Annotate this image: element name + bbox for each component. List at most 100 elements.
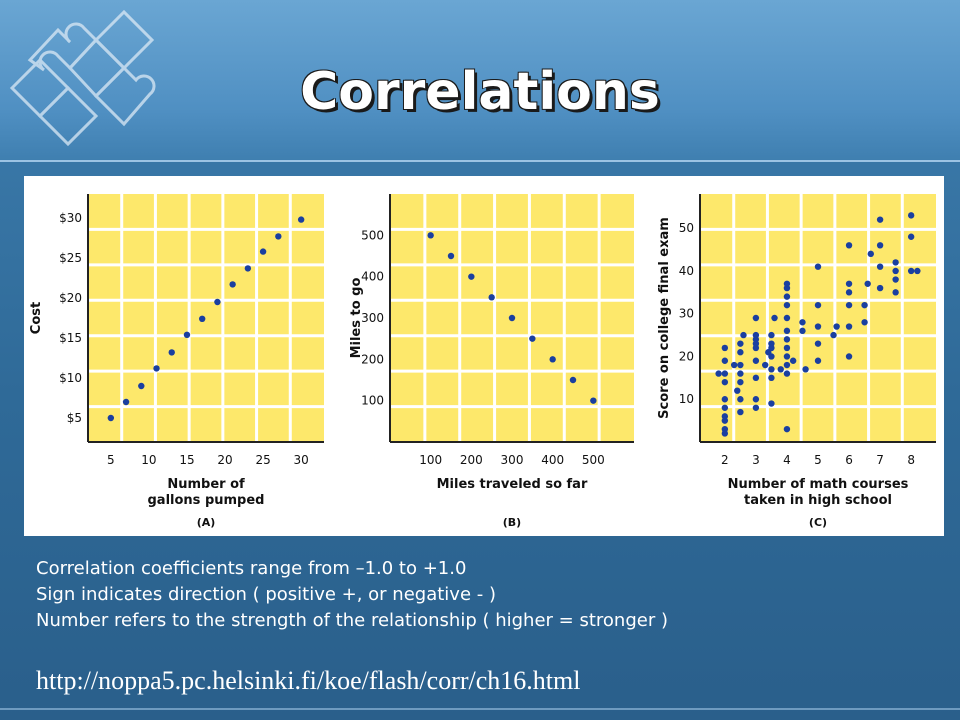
puzzle-pieces-logo bbox=[9, 9, 156, 147]
x-tick-label: 6 bbox=[845, 453, 853, 467]
data-point bbox=[737, 370, 744, 377]
slide-title: Correlations bbox=[300, 62, 660, 122]
x-tick-label: 200 bbox=[460, 453, 483, 467]
data-point bbox=[845, 301, 853, 309]
data-point bbox=[297, 216, 305, 223]
data-point bbox=[814, 263, 822, 270]
x-tick-label: 3 bbox=[752, 453, 760, 467]
data-point bbox=[737, 408, 744, 416]
data-point bbox=[845, 289, 853, 296]
data-point bbox=[907, 212, 915, 219]
data-point bbox=[762, 361, 769, 369]
scatter-figure: 5 10 15 20 25 30 $5 $10 $15 $20 $25 $30 Number of gal… bbox=[24, 176, 944, 536]
x-tick-label: 2 bbox=[721, 453, 729, 467]
x-axis-label: Number of math courses bbox=[728, 477, 909, 492]
y-tick-label: $15 bbox=[59, 331, 82, 345]
data-point bbox=[569, 376, 577, 384]
data-point bbox=[752, 314, 760, 322]
data-point bbox=[168, 349, 175, 356]
data-point bbox=[721, 404, 729, 411]
data-point bbox=[783, 353, 791, 360]
data-point bbox=[721, 413, 729, 420]
data-point bbox=[892, 259, 899, 266]
data-point bbox=[814, 323, 822, 330]
data-point bbox=[783, 314, 791, 322]
data-point bbox=[833, 323, 840, 330]
data-point bbox=[876, 216, 884, 223]
data-point bbox=[721, 378, 729, 386]
data-point bbox=[752, 357, 760, 364]
data-point bbox=[864, 280, 871, 287]
x-axis-label: Miles traveled so far bbox=[437, 477, 588, 492]
footer-divider bbox=[0, 708, 960, 710]
data-point bbox=[783, 361, 791, 369]
y-tick-label: 100 bbox=[361, 394, 384, 408]
x-tick-label: 5 bbox=[107, 453, 115, 467]
data-point bbox=[508, 314, 516, 322]
data-point bbox=[721, 425, 729, 433]
data-point bbox=[814, 301, 822, 309]
data-point bbox=[549, 356, 556, 363]
y-tick-label: 200 bbox=[361, 352, 384, 366]
data-point bbox=[783, 370, 791, 377]
data-point bbox=[861, 301, 868, 309]
source-url[interactable]: http://noppa5.pc.helsinki.fi/koe/flash/c… bbox=[36, 666, 581, 695]
data-point bbox=[768, 353, 775, 360]
x-tick-label: 4 bbox=[783, 453, 791, 467]
data-point bbox=[153, 365, 160, 372]
x-tick-label: 100 bbox=[419, 453, 442, 467]
data-point bbox=[752, 396, 760, 403]
data-point bbox=[768, 366, 775, 373]
plot-area bbox=[700, 194, 936, 442]
x-axis-label: Number of bbox=[167, 477, 245, 492]
x-axis-label: taken in high school bbox=[744, 493, 892, 508]
x-tick-label: 10 bbox=[141, 453, 156, 467]
data-point bbox=[447, 252, 455, 260]
y-tick-label: 10 bbox=[679, 392, 694, 406]
data-point bbox=[892, 289, 899, 296]
plot-area bbox=[88, 194, 324, 442]
data-point bbox=[892, 276, 899, 283]
data-point bbox=[107, 414, 115, 422]
y-tick-label: $30 bbox=[59, 211, 82, 225]
x-tick-label: 8 bbox=[907, 453, 915, 467]
data-point bbox=[768, 374, 775, 382]
data-point bbox=[907, 233, 915, 240]
y-tick-label: 300 bbox=[361, 311, 384, 325]
y-tick-label: $5 bbox=[67, 411, 82, 425]
header-divider bbox=[0, 160, 960, 162]
y-tick-label: $25 bbox=[59, 251, 82, 265]
data-point bbox=[914, 267, 921, 275]
data-point bbox=[721, 357, 729, 364]
data-point bbox=[814, 340, 822, 347]
data-point bbox=[590, 397, 597, 404]
data-point bbox=[737, 340, 744, 347]
data-point bbox=[275, 233, 282, 240]
data-point bbox=[830, 331, 837, 339]
data-point bbox=[122, 398, 130, 406]
data-point bbox=[867, 250, 874, 258]
data-point bbox=[876, 284, 884, 292]
data-point bbox=[799, 319, 806, 326]
panel-label: (B) bbox=[503, 516, 521, 529]
y-tick-label: 40 bbox=[679, 264, 694, 278]
data-point bbox=[783, 336, 791, 343]
data-point bbox=[468, 273, 475, 280]
data-point bbox=[183, 331, 191, 338]
data-point bbox=[737, 349, 744, 356]
data-point bbox=[861, 319, 868, 326]
data-point bbox=[768, 340, 775, 347]
data-point bbox=[845, 280, 853, 287]
data-point bbox=[734, 387, 741, 394]
bullet-sign: Sign indicates direction ( positive +, o… bbox=[36, 584, 496, 605]
data-point bbox=[214, 298, 221, 306]
panel-label: (C) bbox=[809, 516, 827, 529]
bullet-strength: Number refers to the strength of the rel… bbox=[36, 610, 668, 631]
data-point bbox=[892, 267, 899, 275]
x-tick-label: 25 bbox=[255, 453, 270, 467]
panel-b: 100 200 300 400 500 100 200 300 400 500 Miles trav… bbox=[349, 194, 634, 529]
data-point bbox=[783, 280, 791, 287]
panel-c: 2 3 4 5 6 7 8 10 20 30 40 50 Number of math coursest… bbox=[657, 194, 936, 529]
y-axis-label: Score on college final exam bbox=[657, 217, 672, 419]
